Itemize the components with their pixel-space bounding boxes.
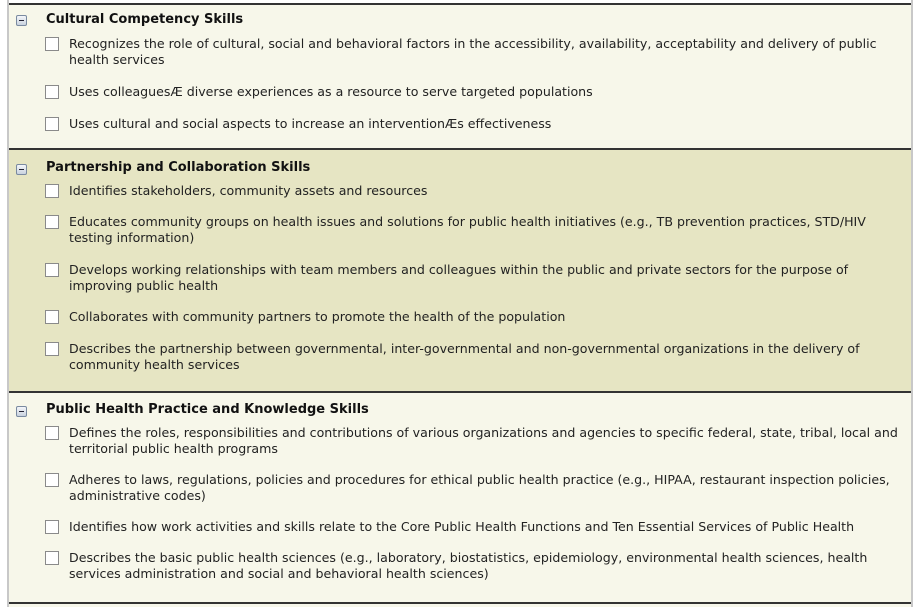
section-cultural-competency: Cultural Competency Skills Recognizes th… <box>9 3 911 149</box>
collapse-icon[interactable] <box>16 15 27 26</box>
collapse-icon[interactable] <box>16 164 27 175</box>
section-title: Cultural Competency Skills <box>46 12 244 27</box>
item-label: Describes the basic public health scienc… <box>69 550 868 581</box>
section-next <box>9 602 911 607</box>
item-label: Defines the roles, responsibilities and … <box>69 425 898 456</box>
checkbox[interactable] <box>45 520 59 534</box>
collapse-icon[interactable] <box>16 406 27 417</box>
item-label: Develops working relationships with team… <box>69 262 849 293</box>
checkbox[interactable] <box>45 85 59 99</box>
checkbox[interactable] <box>45 473 59 487</box>
checkbox[interactable] <box>45 184 59 198</box>
checkbox[interactable] <box>45 117 59 131</box>
checkbox[interactable] <box>45 426 59 440</box>
checkbox[interactable] <box>45 551 59 565</box>
section-title: Partnership and Collaboration Skills <box>46 160 311 175</box>
item-label: Identifies stakeholders, community asset… <box>69 183 428 198</box>
item-label: Uses cultural and social aspects to incr… <box>69 116 552 131</box>
item-label: Educates community groups on health issu… <box>69 214 866 245</box>
item-label: Adheres to laws, regulations, policies a… <box>69 472 890 503</box>
checkbox[interactable] <box>45 310 59 324</box>
checkbox[interactable] <box>45 263 59 277</box>
item-label: Collaborates with community partners to … <box>69 309 566 324</box>
item-label: Recognizes the role of cultural, social … <box>69 36 877 67</box>
item-label: Identifies how work activities and skill… <box>69 519 855 534</box>
item-label: Describes the partnership between govern… <box>69 341 860 372</box>
section-title: Public Health Practice and Knowledge Ski… <box>46 402 369 417</box>
section-public-health-practice: Public Health Practice and Knowledge Ski… <box>9 391 911 604</box>
item-label: Uses colleaguesÆ diverse experiences as … <box>69 84 593 99</box>
section-partnership-collaboration: Partnership and Collaboration Skills Ide… <box>9 148 911 392</box>
checkbox[interactable] <box>45 342 59 356</box>
panel-frame <box>7 0 913 607</box>
checkbox[interactable] <box>45 215 59 229</box>
checkbox[interactable] <box>45 37 59 51</box>
